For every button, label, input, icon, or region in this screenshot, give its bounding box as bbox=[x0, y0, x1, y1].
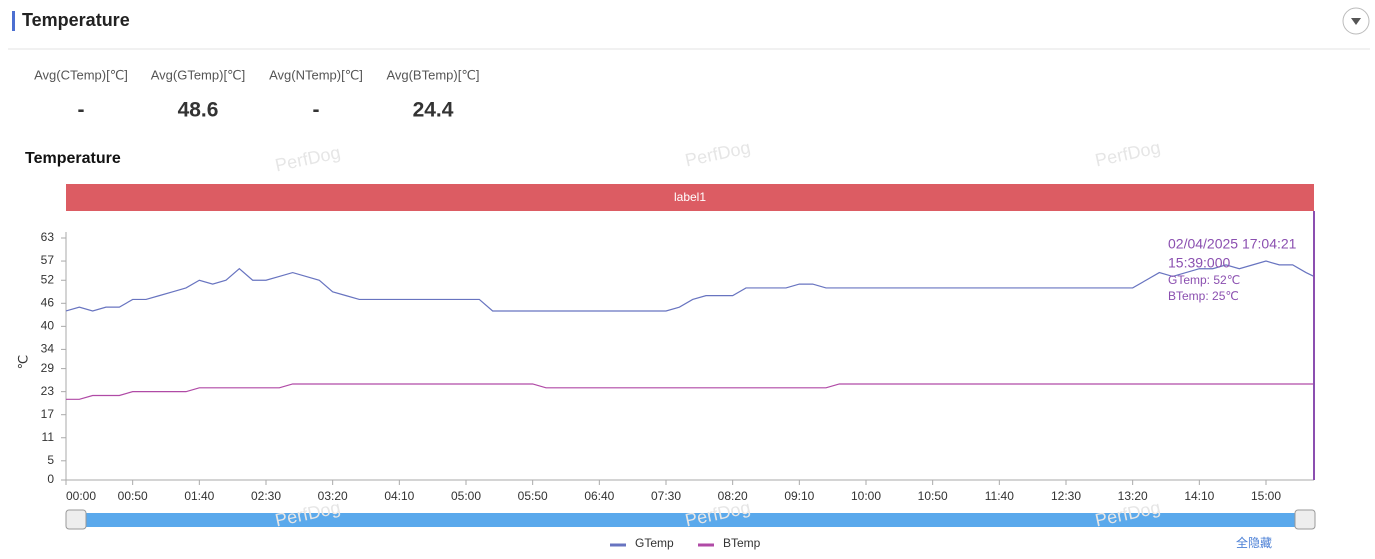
y-axis-label: ℃ bbox=[15, 355, 30, 370]
page-title: Temperature bbox=[22, 10, 130, 30]
collapse-button[interactable] bbox=[1342, 7, 1370, 35]
stat-label: Avg(GTemp)[℃] bbox=[151, 67, 246, 82]
series-line bbox=[66, 383, 1314, 400]
x-tick-label: 08:20 bbox=[718, 489, 748, 503]
label-band bbox=[66, 184, 1314, 211]
y-tick-label: 34 bbox=[41, 342, 55, 356]
y-tick-label: 23 bbox=[41, 384, 55, 398]
x-tick-label: 11:40 bbox=[985, 489, 1014, 503]
y-tick-label: 46 bbox=[41, 295, 55, 309]
y-tick-label: 5 bbox=[47, 453, 54, 467]
hide-all-button[interactable]: 全隐藏 bbox=[1236, 535, 1272, 550]
stat-value: - bbox=[78, 99, 85, 122]
x-tick-label: 09:10 bbox=[784, 489, 814, 503]
y-tick-label: 57 bbox=[41, 253, 55, 267]
stat-label: Avg(CTemp)[℃] bbox=[34, 67, 128, 82]
tooltip-text: GTemp: 52℃ bbox=[1168, 273, 1240, 287]
x-tick-label: 00:50 bbox=[118, 489, 148, 503]
stat-value: 48.6 bbox=[178, 99, 219, 122]
legend-label[interactable]: BTemp bbox=[723, 536, 761, 550]
y-tick-label: 40 bbox=[41, 319, 55, 333]
legend-label[interactable]: GTemp bbox=[635, 536, 674, 550]
y-tick-label: 52 bbox=[41, 272, 55, 286]
x-tick-label: 01:40 bbox=[184, 489, 214, 503]
watermark: PerfDog bbox=[683, 137, 752, 170]
x-tick-label: 02:30 bbox=[251, 489, 281, 503]
y-tick-label: 17 bbox=[41, 407, 55, 421]
stat-value: 24.4 bbox=[413, 99, 454, 122]
x-tick-label: 10:50 bbox=[918, 489, 948, 503]
x-tick-label: 05:00 bbox=[451, 489, 481, 503]
title-accent bbox=[12, 11, 15, 31]
band-label: label1 bbox=[674, 190, 706, 204]
x-tick-label: 05:50 bbox=[518, 489, 548, 503]
watermark: PerfDog bbox=[1093, 137, 1162, 170]
tooltip-text: 15:39:000 bbox=[1168, 255, 1230, 271]
x-tick-label: 15:00 bbox=[1251, 489, 1281, 503]
slider[interactable] bbox=[65, 509, 1316, 530]
stat-value: - bbox=[313, 99, 320, 122]
y-tick-label: 29 bbox=[41, 361, 55, 375]
x-tick-label: 04:10 bbox=[384, 489, 414, 503]
x-tick-label: 12:30 bbox=[1051, 489, 1081, 503]
stat-label: Avg(NTemp)[℃] bbox=[269, 67, 363, 82]
x-tick-label: 06:40 bbox=[584, 489, 614, 503]
watermark: PerfDog bbox=[273, 142, 342, 175]
x-tick-label: 14:10 bbox=[1184, 489, 1214, 503]
stat-label: Avg(BTemp)[℃] bbox=[386, 67, 479, 82]
y-tick-label: 11 bbox=[42, 430, 55, 444]
x-tick-label: 00:00 bbox=[66, 489, 96, 503]
x-tick-label: 07:30 bbox=[651, 489, 681, 503]
series-line bbox=[65, 260, 1315, 312]
y-tick-label: 63 bbox=[41, 230, 55, 244]
x-tick-label: 13:20 bbox=[1118, 489, 1148, 503]
chart-title: Temperature bbox=[25, 150, 121, 167]
x-tick-label: 03:20 bbox=[318, 489, 348, 503]
tooltip-text: 02/04/2025 17:04:21 bbox=[1168, 236, 1297, 252]
x-tick-label: 10:00 bbox=[851, 489, 881, 503]
tooltip-text: BTemp: 25℃ bbox=[1168, 289, 1239, 303]
y-tick-label: 0 bbox=[47, 472, 54, 486]
